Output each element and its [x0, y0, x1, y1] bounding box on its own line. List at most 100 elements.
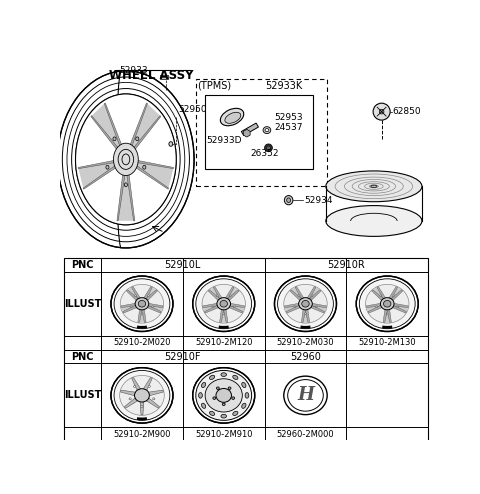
- Ellipse shape: [326, 171, 422, 202]
- Polygon shape: [308, 287, 320, 300]
- Polygon shape: [368, 305, 383, 313]
- Text: WHEEL ASSY: WHEEL ASSY: [109, 69, 194, 82]
- Text: ILLUST: ILLUST: [64, 299, 101, 309]
- Polygon shape: [309, 290, 321, 301]
- Ellipse shape: [373, 103, 390, 120]
- Ellipse shape: [302, 300, 309, 307]
- Text: 52934: 52934: [304, 196, 333, 205]
- Polygon shape: [132, 287, 141, 300]
- Ellipse shape: [129, 398, 131, 400]
- Ellipse shape: [143, 165, 146, 169]
- Polygon shape: [91, 116, 120, 152]
- Polygon shape: [140, 400, 144, 415]
- Polygon shape: [104, 103, 123, 149]
- Polygon shape: [310, 305, 324, 313]
- Ellipse shape: [136, 137, 139, 141]
- Polygon shape: [204, 305, 219, 313]
- Text: ILLUST: ILLUST: [64, 390, 101, 400]
- Ellipse shape: [221, 414, 227, 418]
- Ellipse shape: [148, 385, 150, 387]
- Ellipse shape: [199, 393, 203, 398]
- Polygon shape: [311, 303, 326, 308]
- Ellipse shape: [304, 313, 306, 315]
- Polygon shape: [384, 309, 391, 323]
- Ellipse shape: [263, 126, 271, 133]
- Polygon shape: [132, 116, 161, 152]
- Polygon shape: [290, 290, 302, 301]
- Text: PNC: PNC: [71, 260, 94, 270]
- Ellipse shape: [141, 406, 143, 408]
- Ellipse shape: [366, 285, 409, 323]
- Polygon shape: [219, 308, 224, 323]
- Ellipse shape: [114, 279, 170, 329]
- Ellipse shape: [213, 397, 216, 399]
- Polygon shape: [286, 305, 301, 313]
- Ellipse shape: [212, 306, 214, 308]
- Ellipse shape: [376, 306, 378, 308]
- Polygon shape: [223, 308, 228, 323]
- Ellipse shape: [393, 295, 395, 296]
- Ellipse shape: [229, 295, 231, 296]
- Polygon shape: [147, 304, 163, 312]
- Polygon shape: [220, 309, 227, 323]
- Ellipse shape: [141, 313, 143, 315]
- Text: 52910R: 52910R: [327, 260, 365, 270]
- Ellipse shape: [217, 298, 230, 310]
- Polygon shape: [129, 103, 147, 149]
- Polygon shape: [377, 287, 386, 300]
- Polygon shape: [311, 304, 326, 312]
- Text: 52933D: 52933D: [206, 136, 242, 145]
- Text: 52960-2M000: 52960-2M000: [276, 430, 334, 439]
- Polygon shape: [121, 304, 137, 312]
- Polygon shape: [121, 303, 137, 308]
- Text: 52910-2M030: 52910-2M030: [276, 338, 334, 347]
- Ellipse shape: [284, 196, 293, 205]
- Ellipse shape: [118, 149, 133, 169]
- Text: H: H: [297, 386, 314, 405]
- Ellipse shape: [216, 388, 231, 402]
- Ellipse shape: [134, 389, 149, 402]
- Polygon shape: [387, 308, 391, 323]
- Ellipse shape: [299, 298, 312, 310]
- Ellipse shape: [265, 128, 269, 132]
- Polygon shape: [392, 305, 407, 313]
- Ellipse shape: [196, 279, 252, 329]
- Polygon shape: [144, 287, 157, 300]
- Polygon shape: [229, 303, 245, 308]
- Ellipse shape: [245, 393, 249, 398]
- Polygon shape: [142, 308, 146, 323]
- Polygon shape: [118, 171, 134, 221]
- Polygon shape: [78, 161, 118, 189]
- Polygon shape: [366, 303, 382, 308]
- Ellipse shape: [192, 276, 255, 331]
- Text: 26352: 26352: [250, 149, 278, 158]
- Ellipse shape: [120, 375, 164, 415]
- Ellipse shape: [111, 368, 173, 423]
- Polygon shape: [126, 171, 135, 221]
- Ellipse shape: [135, 298, 149, 310]
- Polygon shape: [209, 287, 221, 300]
- Text: 52910L: 52910L: [165, 260, 201, 270]
- Ellipse shape: [113, 143, 138, 175]
- Polygon shape: [126, 290, 139, 301]
- Ellipse shape: [298, 295, 300, 296]
- Ellipse shape: [326, 206, 422, 237]
- Ellipse shape: [221, 373, 227, 376]
- Polygon shape: [83, 164, 118, 189]
- Text: 52910-2M910: 52910-2M910: [195, 430, 252, 439]
- Bar: [241, 123, 258, 135]
- Ellipse shape: [397, 306, 399, 308]
- Polygon shape: [390, 287, 402, 300]
- Ellipse shape: [384, 300, 391, 307]
- Polygon shape: [145, 397, 159, 408]
- Polygon shape: [117, 171, 125, 221]
- Ellipse shape: [222, 403, 225, 406]
- Polygon shape: [383, 308, 388, 323]
- Polygon shape: [290, 287, 303, 300]
- Polygon shape: [228, 304, 244, 312]
- Polygon shape: [225, 287, 234, 300]
- Bar: [64, 258, 428, 441]
- Ellipse shape: [242, 382, 246, 388]
- Ellipse shape: [205, 379, 242, 412]
- Polygon shape: [147, 303, 163, 308]
